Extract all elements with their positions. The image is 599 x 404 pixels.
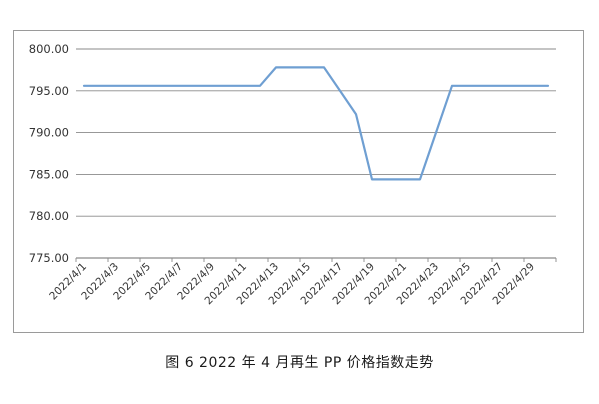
y-tick-label: 775.00	[29, 251, 69, 265]
y-tick-label: 790.00	[29, 126, 69, 140]
series-layer	[82, 66, 550, 181]
x-axis-ticks: 2022/4/12022/4/32022/4/52022/4/72022/4/9…	[47, 261, 537, 308]
y-tick-label: 780.00	[29, 209, 69, 223]
series-line	[82, 66, 550, 181]
y-axis-ticks: 775.00 780.00 785.00 790.00 795.00 800.00	[29, 42, 69, 265]
chart-frame	[13, 30, 584, 333]
figure-caption: 图 6 2022 年 4 月再生 PP 价格指数走势	[165, 355, 434, 371]
y-tick-label: 785.00	[29, 167, 69, 181]
y-tick-label: 800.00	[29, 42, 69, 56]
grid-layer	[75, 48, 557, 262]
y-tick-label: 795.00	[29, 84, 69, 98]
line-chart: 775.00 780.00 785.00 790.00 795.00 800.00 202…	[29, 42, 557, 308]
